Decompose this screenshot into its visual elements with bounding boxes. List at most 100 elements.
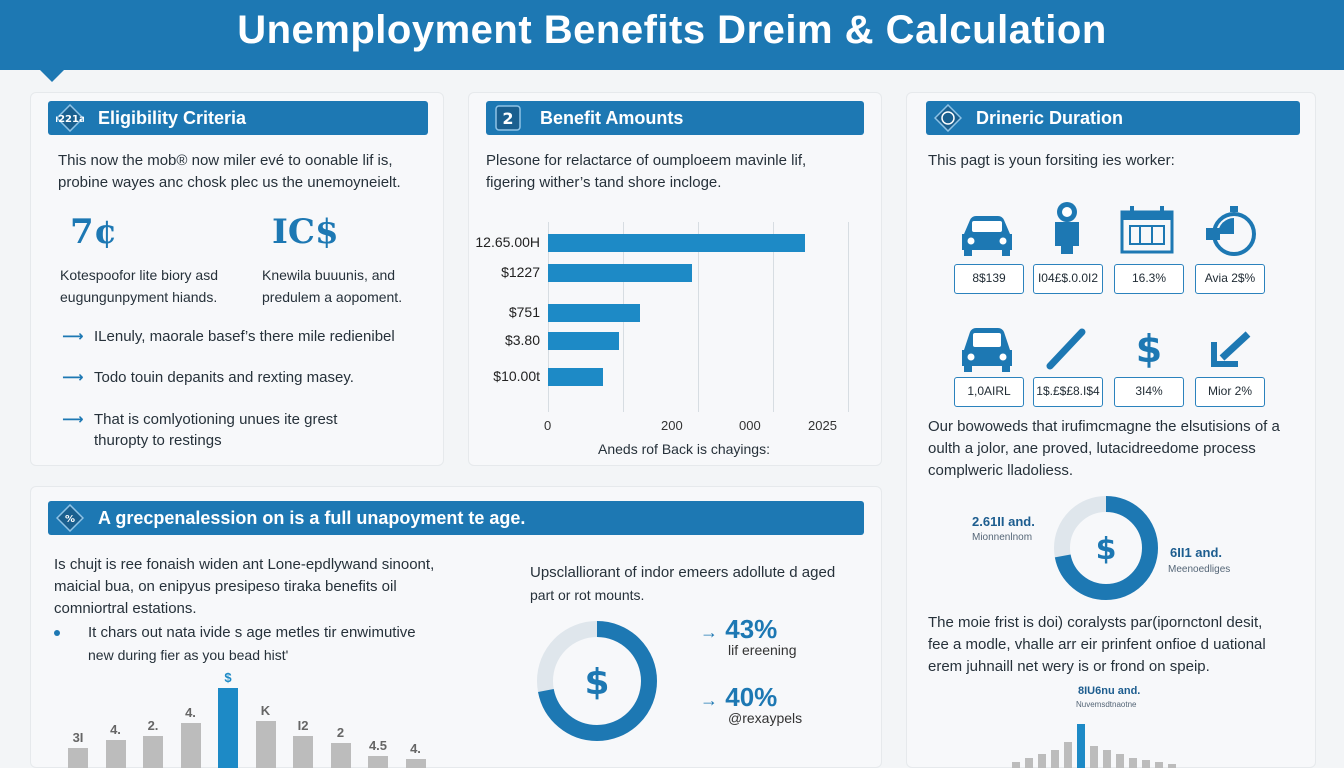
eligibility-caption-1b: eugungunpyment hiands. [60, 289, 218, 305]
percentage-bar-label: 2 [336, 724, 345, 740]
percentage-bar-label: K [260, 703, 271, 719]
stat-1-number: 43% [725, 614, 778, 644]
chart-category-label: $751 [508, 304, 540, 320]
percentage-bar [368, 756, 388, 768]
duration-mini-sub: Nuvemsdtnaotne [1076, 700, 1137, 709]
benefit-header: 2 Benefit Amounts [486, 101, 864, 135]
percentage-bar-label: I2 [297, 718, 309, 733]
duration-label-1: 8$139 [954, 264, 1024, 294]
percentage-bar [255, 721, 276, 768]
percentage-stat-2-label: @rexaypels [728, 710, 803, 726]
duration-donut-left-sub: Mionnenlnom [972, 532, 1033, 543]
percentage-bar [105, 740, 126, 768]
percentage-bar [405, 758, 426, 768]
mini-bar [1077, 724, 1085, 768]
mini-bar [1129, 758, 1137, 768]
arrow-right-icon: → [700, 622, 718, 642]
dollar-icon: $ [1136, 327, 1162, 371]
chart-bar [548, 234, 805, 252]
duration-label-7: 3I4% [1114, 377, 1184, 407]
percentage-bar-label: $ [224, 670, 232, 685]
mini-bar [1116, 754, 1124, 768]
eligibility-symbol-2: IC$ [272, 212, 339, 252]
duration-mini-label: 8IU6nu and. [1078, 685, 1141, 697]
percentage-bar-label: 4.5 [368, 738, 388, 753]
stopwatch-icon [1206, 206, 1256, 256]
percentage-bar-label: 4. [110, 722, 121, 737]
dollar-icon: $ [584, 662, 609, 703]
worker-icon [1055, 202, 1079, 254]
eligibility-symbol-1: 7¢ [70, 212, 118, 252]
duration-label-3: 16.3% [1114, 264, 1184, 294]
eligibility-caption-2b: predulem a aopoment. [262, 289, 403, 305]
svg-text:2: 2 [502, 109, 513, 128]
percentage-bar [68, 748, 88, 768]
eligibility-caption-2a: Knewila buuunis, and [262, 267, 396, 283]
duration-label-6: 1$.£$£8.I$4 [1033, 377, 1103, 407]
eligibility-card [30, 92, 444, 466]
duration-para1-3: complweric lladoliess. [928, 462, 1074, 479]
eligibility-intro-1: This now the mob® now miler evé to oonab… [58, 152, 393, 169]
percentage-bar [293, 736, 313, 768]
mini-bar [1103, 750, 1111, 768]
mini-bar [1155, 762, 1163, 768]
bullet-dot-icon [54, 630, 60, 636]
benefit-intro-1: Plesone for relactarce of oumploeem mavi… [486, 152, 807, 169]
car-icon [962, 328, 1012, 372]
percentage-right-intro-1: Upsclalliorant of indor emeers adollute … [530, 564, 836, 581]
chart-bar [548, 264, 692, 282]
duration-donut-left-value: 2.61II and. [972, 514, 1035, 529]
chart-bar [548, 368, 604, 386]
chart-x-tick: 0 [544, 418, 552, 433]
mini-bar [1012, 762, 1020, 768]
eligibility-badge-icon: \u221a$ [56, 104, 84, 132]
benefit-chart-caption: Aneds rof Back is chayings: [598, 441, 770, 457]
percentage-right-intro-2: part or rot mounts. [530, 587, 645, 603]
benefit-intro-2: figering wither’s tand shore incloge. [486, 174, 722, 191]
percentage-badge-icon: % [56, 504, 84, 532]
chart-category-label: 12.65.00H [475, 234, 540, 250]
mini-bar [1090, 746, 1098, 768]
mini-bar [1025, 758, 1033, 768]
arrow-right-icon: ⟶ [62, 328, 84, 345]
donut-arc [1054, 496, 1158, 600]
duration-donut: $ [1054, 496, 1158, 600]
duration-mini-chart [1004, 710, 1184, 768]
duration-intro: This pagt is youn forsiting ies worker: [928, 152, 1175, 169]
percentage-donut: $ [537, 621, 657, 741]
eligibility-title: Eligibility Criteria [98, 108, 247, 128]
arrow-down-left-icon [1211, 331, 1251, 367]
chart-gridline [698, 222, 699, 412]
chart-x-tick: 2025 [808, 418, 837, 433]
benefit-badge-icon: 2 [495, 105, 521, 131]
percentage-bullet-2: new during fier as you bead hist' [88, 647, 289, 663]
duration-para1-2: oulth a jolor, ane proved, lutacidreedom… [928, 440, 1256, 457]
title-pointer [38, 68, 66, 82]
donut-arc [537, 621, 657, 741]
duration-badge-icon [934, 104, 962, 132]
eligibility-intro-2: probine wayes anc chosk plec us the unem… [58, 174, 401, 191]
percentage-bar-chart: 3I 4. 2. 4. $ K I2 2 4.5 4. [60, 668, 440, 768]
percentage-para-3: comniortral estations. [54, 600, 197, 617]
duration-header: Drineric Duration [926, 101, 1300, 135]
percentage-para-1: Is chujt is ree fonaish widen ant Lone-e… [54, 556, 435, 573]
percentage-para-2: maicial bua, on enipyus presipeso tiraka… [54, 578, 397, 595]
percentage-bar [180, 722, 201, 768]
mini-bar [1142, 760, 1150, 768]
eligibility-caption-1a: Kotespoofor lite biory asd [60, 267, 218, 283]
percentage-title: A grecpenalession on is a full unapoymen… [98, 508, 526, 528]
duration-card [906, 92, 1316, 768]
page-title: Unemployment Benefits Dreim & Calculatio… [237, 8, 1107, 52]
chart-gridline [848, 222, 849, 412]
chart-x-tick: 000 [739, 418, 761, 433]
percentage-bar [143, 736, 163, 768]
duration-para2-3: erem juhnaill net wery is or frond on sp… [928, 658, 1210, 675]
chart-bar [548, 332, 619, 350]
arrow-right-icon: ⟶ [62, 369, 84, 386]
duration-label-2: I04£$.0.0I2 [1033, 264, 1103, 294]
mini-bar [1038, 754, 1046, 768]
chart-bar [548, 304, 641, 322]
duration-donut-right-sub: Meenoedliges [1168, 564, 1231, 575]
arrow-right-icon: ⟶ [62, 411, 84, 428]
percentage-bullet-1: It chars out nata ivide s age metles tir… [88, 624, 416, 641]
